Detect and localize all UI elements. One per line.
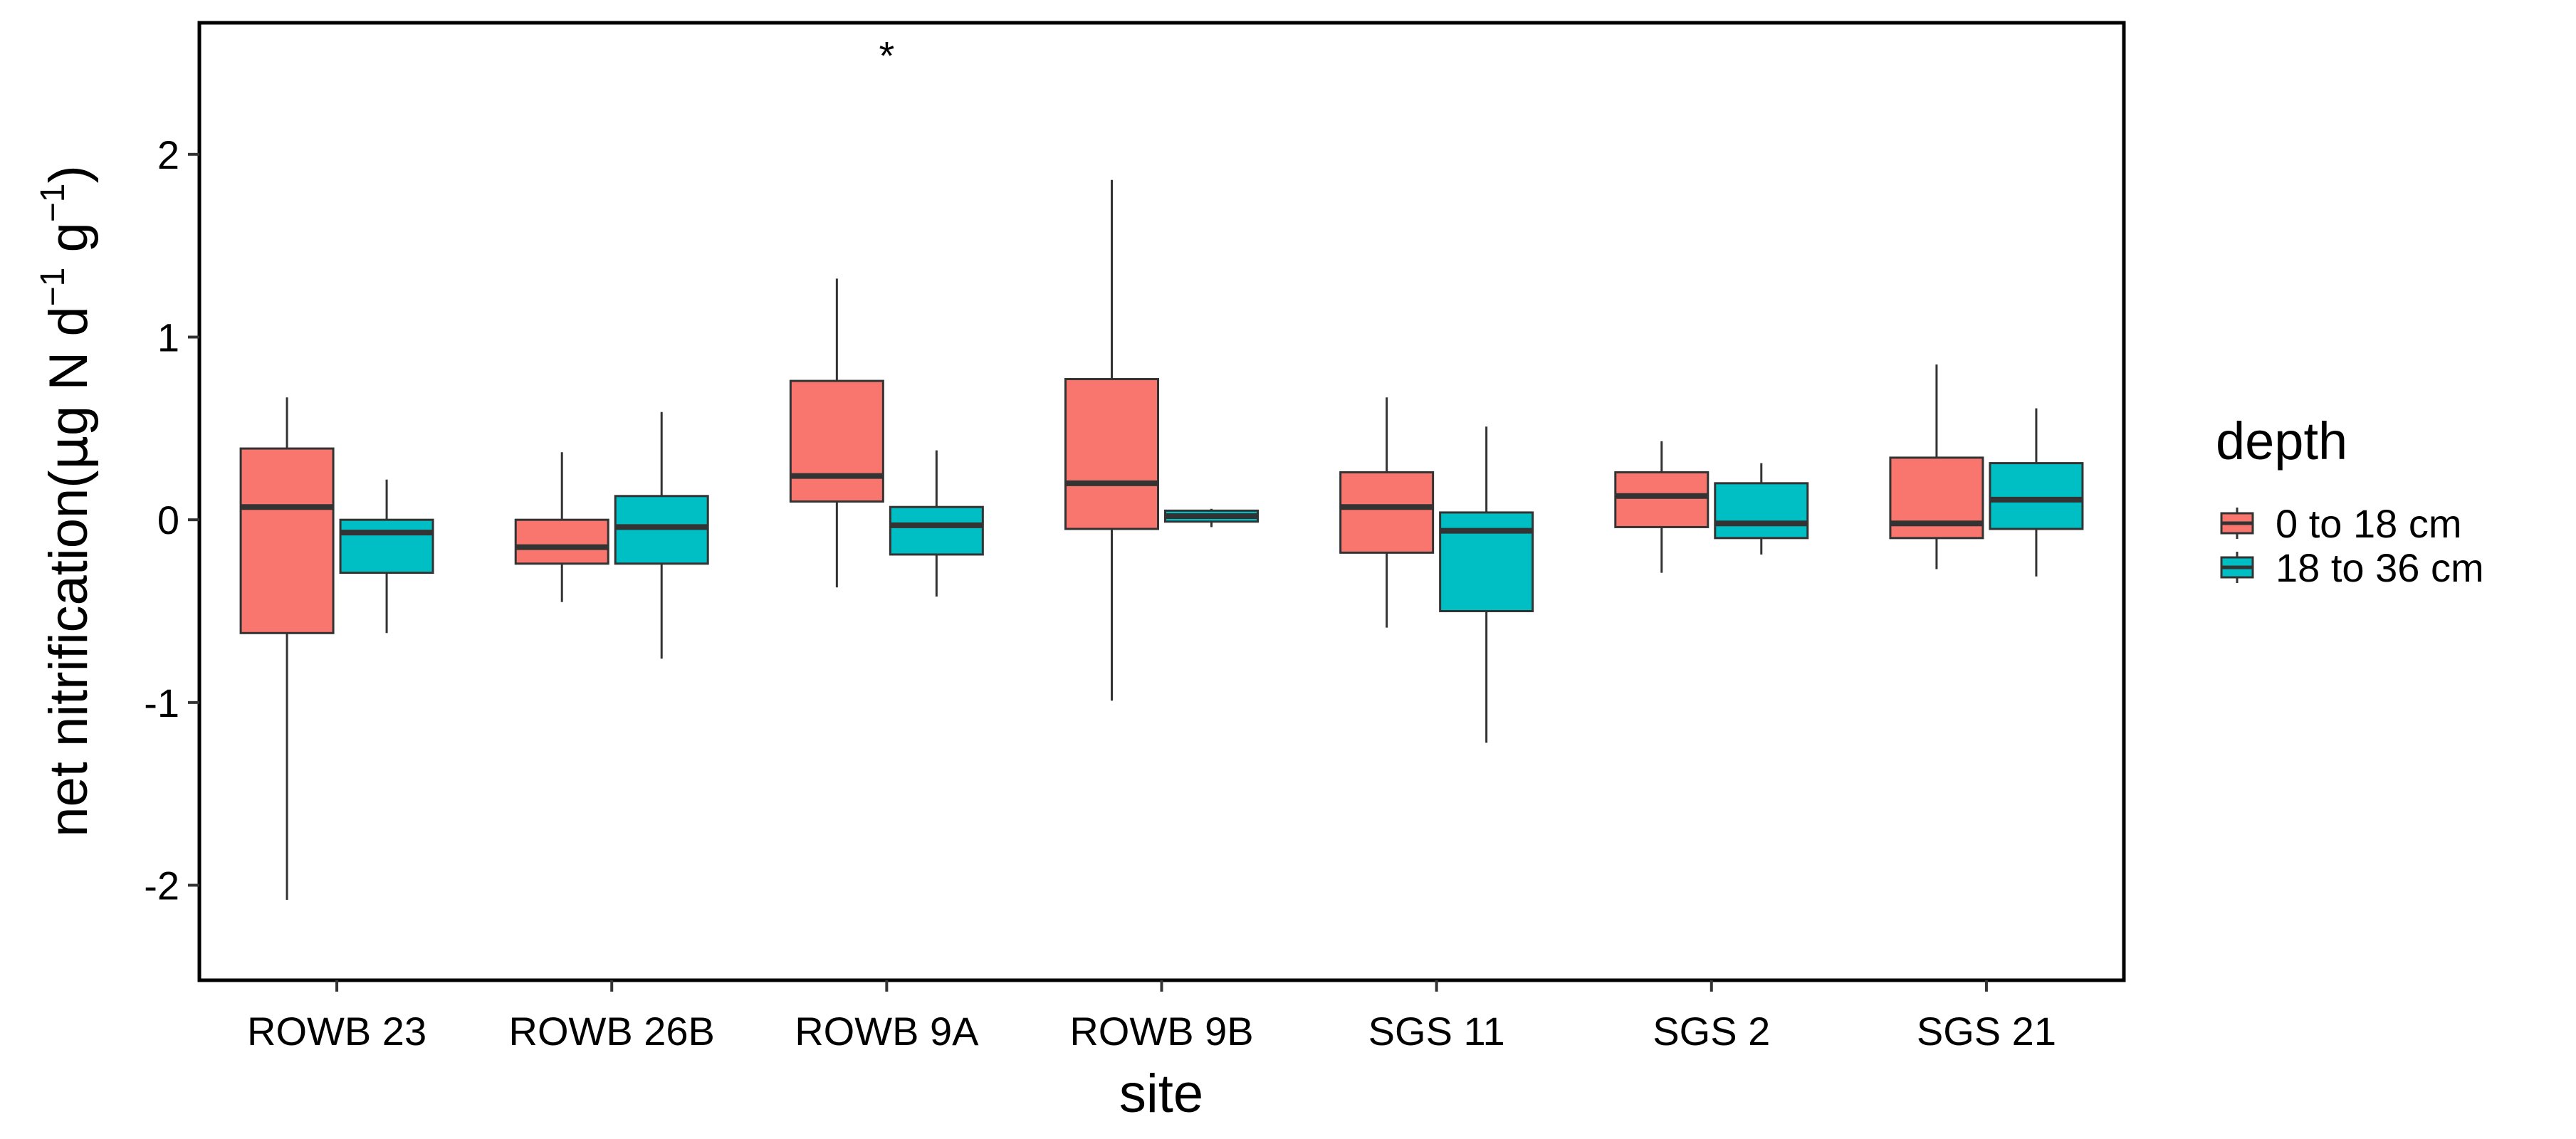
x-tick-label: SGS 2 <box>1653 1009 1770 1054</box>
axis-layer: ROWB 23 ROWB 26B ROWB 9A ROWB 9B SGS 11 SGS 2… <box>144 132 2056 1054</box>
y-axis-title-mu: μ <box>36 436 100 470</box>
category-group <box>789 278 984 597</box>
boxplot <box>614 411 709 659</box>
legend-label: 18 to 36 cm <box>2276 545 2484 590</box>
box-iqr <box>789 379 884 503</box>
y-axis-title-unit: g N d <box>38 306 99 436</box>
boxplot <box>239 397 335 901</box>
box-iqr <box>1064 378 1159 530</box>
category-group <box>1339 397 1534 743</box>
box-iqr <box>889 505 984 556</box>
boxplot <box>889 450 984 597</box>
boxplot <box>1614 441 1710 573</box>
y-tick-label: 1 <box>157 315 179 359</box>
boxplot <box>1714 463 1809 555</box>
x-tick-label: ROWB 26B <box>509 1009 715 1054</box>
x-tick-label: SGS 11 <box>1368 1009 1505 1054</box>
y-axis-title-sup2: −1 <box>34 184 72 223</box>
y-axis-title: net nitrification(μg N d−1 g−1) <box>34 165 100 837</box>
box-iqr <box>339 518 434 574</box>
category-group <box>1614 441 1809 573</box>
plot-panel-border <box>197 21 2126 982</box>
boxplot <box>1989 408 2084 577</box>
y-tick-label: -2 <box>144 864 179 908</box>
boxplot <box>1164 508 1259 527</box>
boxplot <box>339 479 434 634</box>
category-group <box>1064 179 1259 701</box>
category-group <box>1889 364 2084 577</box>
x-tick-label: ROWB 9B <box>1069 1009 1253 1054</box>
boxplot <box>1064 179 1159 701</box>
box-iqr <box>1714 482 1809 540</box>
y-axis-title-main: net nitrification( <box>38 470 99 836</box>
x-axis-title: site <box>1119 1064 1203 1124</box>
boxplot <box>1889 364 1984 570</box>
box-iqr <box>1614 471 1710 528</box>
category-group <box>514 411 709 659</box>
boxplot <box>789 278 884 588</box>
legend-item: 18 to 36 cm <box>2220 545 2484 590</box>
legend-label: 0 to 18 cm <box>2276 501 2461 546</box>
box-iqr <box>514 518 609 565</box>
plot-layer: * <box>239 33 2084 901</box>
y-tick-label: -1 <box>144 681 179 725</box>
x-tick-label: ROWB 23 <box>247 1009 426 1054</box>
box-iqr <box>1989 462 2084 530</box>
significance-marker: * <box>879 33 894 78</box>
y-axis-title-unit2: g <box>38 222 99 267</box>
box-iqr <box>239 447 335 634</box>
legend-item: 0 to 18 cm <box>2220 501 2461 546</box>
box-iqr <box>1339 471 1435 554</box>
y-axis-title-close: ) <box>38 165 99 183</box>
boxplot <box>1339 397 1435 628</box>
x-tick-label: ROWB 9A <box>795 1009 979 1054</box>
boxplot <box>514 452 609 602</box>
x-tick-label: SGS 21 <box>1917 1009 2056 1054</box>
box-iqr <box>1439 511 1534 613</box>
y-axis-title-sup1: −1 <box>34 268 72 307</box>
y-tick-label: 0 <box>157 498 179 542</box>
boxplot <box>1439 426 1534 743</box>
legend-title: depth <box>2216 411 2347 471</box>
y-tick-label: 2 <box>157 132 179 177</box>
category-group <box>239 397 434 901</box>
